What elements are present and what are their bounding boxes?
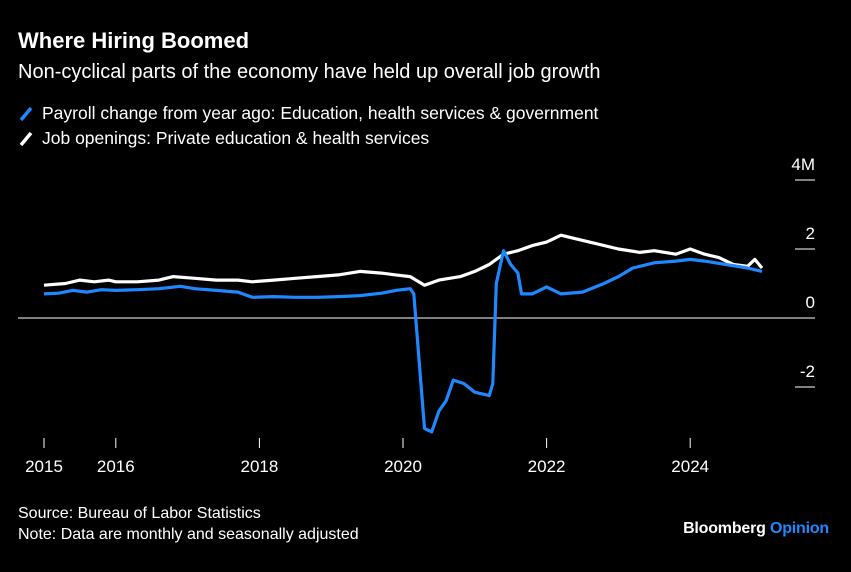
chart-title: Where Hiring Boomed — [18, 28, 250, 53]
legend-label-openings: Job openings: Private education & health… — [42, 128, 430, 148]
series-layer — [43, 233, 764, 434]
y-tick-label: 0 — [806, 293, 815, 312]
y-tick-label: 2 — [806, 224, 815, 243]
legend-swatch-openings — [19, 131, 33, 146]
x-tick-label: 2015 — [25, 457, 63, 476]
brand-logo: Bloomberg Opinion — [683, 520, 829, 538]
brand-suffix: Opinion — [769, 520, 829, 537]
legend-item-payroll: Payroll change from year ago: Education,… — [18, 101, 598, 126]
x-axis: 2015 2016 2018 2020 2022 2024 — [25, 438, 709, 476]
series-line-payroll — [43, 249, 763, 434]
x-tick-label: 2018 — [240, 457, 278, 476]
source-note: Source: Bureau of Labor Statistics — [18, 505, 261, 522]
x-tick-label: 2020 — [384, 457, 422, 476]
x-tick-label: 2016 — [97, 457, 135, 476]
footer: Source: Bureau of Labor Statistics Note:… — [18, 503, 359, 545]
x-tick-label: 2024 — [671, 457, 709, 476]
brand-name: Bloomberg — [683, 520, 766, 537]
data-note: Note: Data are monthly and seasonally ad… — [18, 526, 359, 543]
legend: Payroll change from year ago: Education,… — [18, 101, 598, 151]
y-tick-label: -2 — [800, 362, 815, 381]
y-axis: -2 0 2 4M — [18, 155, 815, 388]
chart-subtitle: Non-cyclical parts of the economy have h… — [18, 61, 601, 83]
legend-swatch-payroll — [19, 106, 33, 121]
legend-label-payroll: Payroll change from year ago: Education,… — [42, 103, 599, 123]
x-tick-label: 2022 — [528, 457, 566, 476]
series-line-openings — [43, 233, 764, 287]
legend-item-openings: Job openings: Private education & health… — [18, 126, 598, 151]
y-tick-label: 4M — [791, 155, 815, 174]
